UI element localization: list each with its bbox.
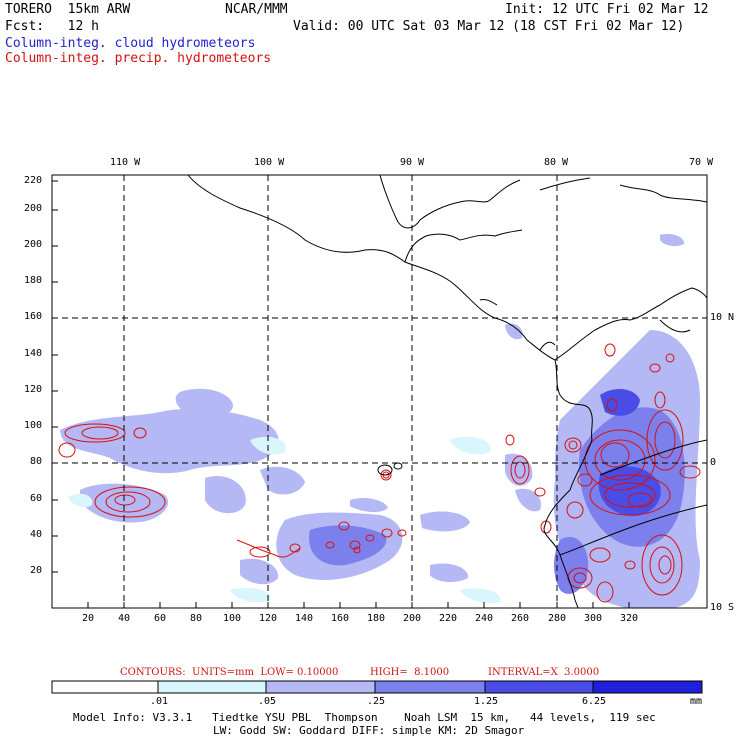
x-tick-label: 320 [620, 613, 639, 624]
graticule [52, 175, 707, 608]
y-tick-label: 180 [24, 275, 43, 286]
x-tick-label: 220 [439, 613, 458, 624]
y-tick-label: 100 [24, 420, 43, 431]
colorbar-tick: .05 [258, 696, 277, 707]
x-tick-label: 160 [331, 613, 350, 624]
legend-cloud: Column-integ. cloud hydrometeors [5, 36, 256, 51]
x-tick-label: 180 [367, 613, 386, 624]
y-tick-label: 80 [30, 456, 43, 467]
field-layer [58, 234, 701, 608]
y-tick-label: 200 [24, 239, 43, 250]
lon-label: 80 W [544, 157, 569, 168]
lat-label: 0 [710, 457, 717, 468]
y-tick-label: 200 [24, 203, 43, 214]
y-tick-label: 160 [24, 311, 43, 322]
physics-info: LW: Godd SW: Goddard DIFF: simple KM: 2D… [213, 724, 525, 737]
coastlines [187, 175, 707, 608]
x-tick-label: 300 [584, 613, 603, 624]
organization: NCAR/MMM [225, 2, 288, 17]
contour-info: CONTOURS: UNITS=mm LOW= 0.10000 [120, 667, 339, 678]
y-tick-label: 120 [24, 384, 43, 395]
x-tick-label: 260 [511, 613, 530, 624]
x-tick-label: 20 [82, 613, 95, 624]
y-tick-label: 140 [24, 348, 43, 359]
model-info: Model Info: V3.3.1 Tiedtke YSU PBL Thomp… [73, 711, 656, 724]
cloud-hydrometeor-shading [60, 234, 700, 608]
y-tick-label: 60 [30, 493, 43, 504]
x-tick-label: 240 [475, 613, 494, 624]
lon-label: 110 W [110, 157, 141, 168]
x-tick-label: 60 [154, 613, 167, 624]
x-tick-label: 80 [190, 613, 203, 624]
model-name: TORERO 15km ARW [5, 2, 131, 17]
colorbar-unit: mm [690, 696, 703, 707]
forecast-hour: Fcst: 12 h [5, 19, 99, 34]
x-tick-label: 140 [295, 613, 314, 624]
x-tick-label: 200 [403, 613, 422, 624]
lon-label: 90 W [400, 157, 425, 168]
precip-hydrometeor-contours [58, 343, 701, 603]
axis-ticks [52, 180, 630, 608]
x-tick-label: 100 [223, 613, 242, 624]
legend-precip: Column-integ. precip. hydrometeors [5, 51, 272, 66]
valid-time: Valid: 00 UTC Sat 03 Mar 12 (18 CST Fri … [293, 19, 685, 34]
lat-label: 10 S [710, 602, 735, 613]
colorbar-tick: 1.25 [474, 696, 499, 707]
colorbar-tick: .01 [150, 696, 169, 707]
colorbar-tick: 6.25 [582, 696, 607, 707]
contour-high: HIGH= 8.1000 [370, 667, 450, 678]
colorbar-tick: .25 [367, 696, 386, 707]
x-tick-label: 280 [548, 613, 567, 624]
lat-label: 10 N [710, 312, 735, 323]
lon-label: 100 W [254, 157, 285, 168]
x-tick-label: 40 [118, 613, 131, 624]
init-time: Init: 12 UTC Fri 02 Mar 12 [505, 2, 709, 17]
x-tick-label: 120 [259, 613, 278, 624]
y-tick-label: 40 [30, 529, 43, 540]
y-tick-label: 20 [30, 565, 43, 576]
y-tick-label: 220 [24, 175, 43, 186]
lon-label: 70 W [689, 157, 714, 168]
contour-interval: INTERVAL=X 3.0000 [488, 667, 600, 678]
